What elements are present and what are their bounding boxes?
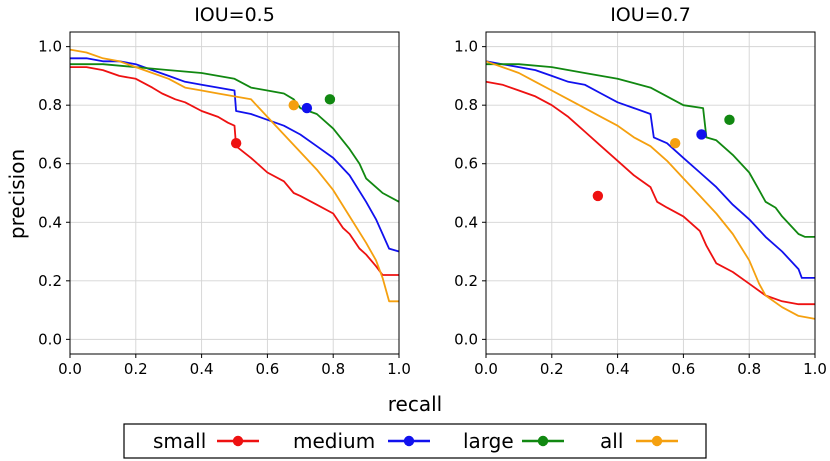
legend-label-all: all [600, 429, 623, 453]
y-tick-label: 0.4 [454, 213, 478, 231]
y-tick-label: 0.6 [454, 155, 478, 173]
series-line-large [70, 63, 400, 203]
x-tick-label: 0.0 [474, 360, 498, 378]
y-tick-label: 0.6 [38, 155, 62, 173]
y-tick-label: 0.2 [38, 272, 62, 290]
operating-point-small [592, 190, 604, 202]
y-axis-label: precision [5, 149, 29, 239]
chart-title: IOU=0.7 [610, 4, 691, 26]
subplot-iou-0-5: 0.0 0.2 0.4 0.6 0.8 1.0 0.0 0.2 0.4 0.6 0.8 1.0 IOU=… [38, 4, 411, 378]
plot-frame [69, 31, 400, 355]
y-tick-label: 0.0 [454, 330, 478, 348]
x-tick-label: 0.8 [321, 360, 345, 378]
y-tick-label: 1.0 [454, 38, 478, 56]
operating-point-large [324, 94, 336, 105]
legend-marker-all [651, 435, 663, 447]
x-tick-label: 0.6 [255, 360, 279, 378]
y-tick-label: 0.0 [38, 330, 62, 348]
operating-point-all [669, 138, 681, 149]
series-line-all [485, 60, 816, 320]
operating-point-all [288, 99, 299, 111]
series-line-small [485, 80, 815, 306]
y-tick-label: 0.8 [454, 96, 478, 114]
x-tick-label: 0.6 [671, 360, 695, 378]
legend-marker-medium [403, 435, 415, 447]
series-line-large [486, 63, 815, 238]
x-tick-label: 0.0 [58, 360, 82, 378]
plot-frame [485, 31, 816, 355]
x-tick-label: 0.8 [737, 360, 761, 378]
series-line-small [70, 66, 399, 276]
x-tick-label: 0.2 [124, 360, 148, 378]
legend: small medium large all [123, 423, 707, 459]
x-axis-label: recall [388, 392, 442, 416]
y-tick-label: 0.4 [38, 213, 62, 231]
x-tick-label: 1.0 [803, 360, 827, 378]
series-line-medium [485, 60, 815, 279]
operating-point-medium [301, 102, 313, 114]
operating-point-medium [696, 129, 707, 140]
x-tick-label: 0.2 [540, 360, 564, 378]
legend-marker-large [537, 435, 549, 447]
x-tick-label: 0.4 [190, 360, 214, 378]
y-tick-label: 0.2 [454, 272, 478, 290]
y-tick-label: 0.8 [38, 96, 62, 114]
chart-title: IOU=0.5 [194, 4, 275, 26]
operating-point-large [724, 114, 735, 126]
x-tick-label: 1.0 [387, 360, 411, 378]
series-line-medium [70, 57, 400, 253]
legend-label-large: large [463, 429, 514, 453]
legend-marker-small [232, 435, 244, 447]
x-tick-label: 0.4 [606, 360, 630, 378]
series-line-all [69, 48, 399, 303]
y-tick-label: 1.0 [38, 38, 62, 56]
legend-label-medium: medium [293, 429, 375, 453]
subplot-iou-0-7: 0.0 0.2 0.4 0.6 0.8 1.0 0.0 0.2 0.4 0.6 0.8 1.0 IOU=… [454, 4, 827, 378]
legend-label-small: small [153, 429, 206, 453]
operating-point-small [230, 138, 242, 149]
